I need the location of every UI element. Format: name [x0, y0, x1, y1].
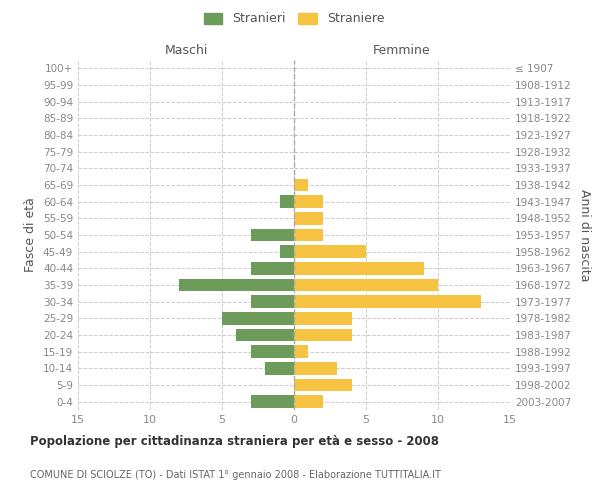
Y-axis label: Anni di nascita: Anni di nascita: [578, 188, 591, 281]
Bar: [294, 212, 323, 224]
Y-axis label: Fasce di età: Fasce di età: [25, 198, 37, 272]
Text: Maschi: Maschi: [164, 44, 208, 57]
Bar: [280, 196, 294, 208]
Bar: [251, 346, 294, 358]
Bar: [265, 362, 294, 374]
Bar: [222, 312, 294, 324]
Bar: [294, 396, 323, 408]
Bar: [294, 262, 424, 274]
Bar: [179, 279, 294, 291]
Bar: [294, 196, 323, 208]
Bar: [236, 329, 294, 341]
Bar: [280, 246, 294, 258]
Bar: [294, 229, 323, 241]
Text: Femmine: Femmine: [373, 44, 431, 57]
Bar: [294, 362, 337, 374]
Bar: [294, 296, 481, 308]
Bar: [294, 312, 352, 324]
Bar: [251, 262, 294, 274]
Bar: [294, 379, 352, 391]
Text: COMUNE DI SCIOLZE (TO) - Dati ISTAT 1° gennaio 2008 - Elaborazione TUTTITALIA.IT: COMUNE DI SCIOLZE (TO) - Dati ISTAT 1° g…: [30, 470, 441, 480]
Bar: [251, 296, 294, 308]
Bar: [294, 346, 308, 358]
Bar: [294, 246, 366, 258]
Legend: Stranieri, Straniere: Stranieri, Straniere: [200, 8, 388, 29]
Bar: [251, 229, 294, 241]
Bar: [294, 179, 308, 192]
Bar: [294, 279, 438, 291]
Text: Popolazione per cittadinanza straniera per età e sesso - 2008: Popolazione per cittadinanza straniera p…: [30, 435, 439, 448]
Bar: [251, 396, 294, 408]
Bar: [294, 329, 352, 341]
